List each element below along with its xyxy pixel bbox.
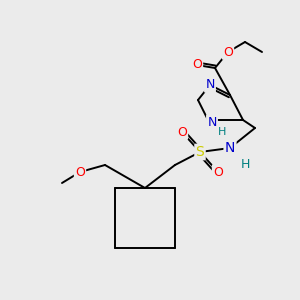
Text: O: O (223, 46, 233, 59)
Text: H: H (218, 127, 226, 137)
Text: O: O (213, 166, 223, 178)
Text: S: S (196, 145, 204, 159)
Text: N: N (207, 116, 217, 128)
Text: N: N (225, 141, 235, 155)
Text: O: O (192, 58, 202, 71)
Text: O: O (177, 125, 187, 139)
Text: O: O (75, 166, 85, 178)
Text: H: H (240, 158, 250, 172)
Text: N: N (205, 79, 215, 92)
